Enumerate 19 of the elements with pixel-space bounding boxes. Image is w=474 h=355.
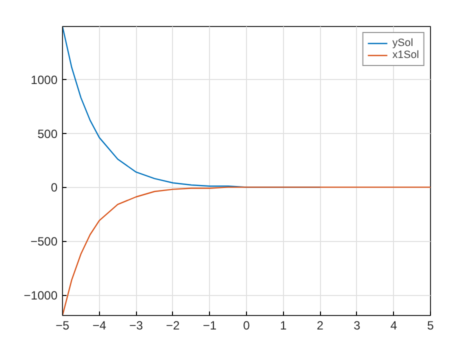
x-tick-label: 3 xyxy=(354,318,361,332)
y-tick-label: −1000 xyxy=(24,288,58,303)
x-tick-label: −4 xyxy=(92,318,106,332)
x-tick-label: −3 xyxy=(129,318,144,332)
x-tick-label: 4 xyxy=(390,318,398,332)
legend-label: ySol xyxy=(392,37,414,49)
x-tick-label: −1 xyxy=(202,318,217,332)
line-series xyxy=(62,186,430,316)
x-tick-label: 0 xyxy=(243,318,250,332)
x-tick-label: 2 xyxy=(316,318,324,332)
legend-label: x1Sol xyxy=(392,49,419,61)
y-tick-label: 500 xyxy=(37,126,58,141)
y-tick-label: 1000 xyxy=(30,72,58,87)
x-tick-label: 5 xyxy=(427,318,434,332)
y-tick-label: −500 xyxy=(30,234,58,249)
y-tick-label: 0 xyxy=(50,180,58,195)
x-tick-label: 1 xyxy=(280,318,287,332)
x-tick-label: −5 xyxy=(56,318,70,332)
x-tick-label: −2 xyxy=(166,318,180,332)
